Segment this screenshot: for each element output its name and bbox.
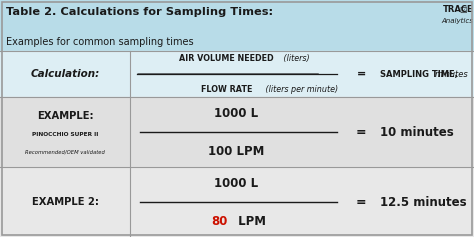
Text: SAMPLING TIME,: SAMPLING TIME, [380, 70, 461, 78]
Text: AIR VOLUME NEEDED: AIR VOLUME NEEDED [179, 54, 273, 63]
Text: Table 2. Calculations for Sampling Times:: Table 2. Calculations for Sampling Times… [6, 7, 273, 18]
Text: PINOCCHIO SUPER II: PINOCCHIO SUPER II [32, 132, 99, 137]
Text: 80: 80 [211, 214, 228, 228]
Text: Examples for common sampling times: Examples for common sampling times [6, 36, 193, 47]
Text: 1000 L: 1000 L [214, 177, 258, 190]
Text: EXAMPLE 2:: EXAMPLE 2: [32, 197, 99, 207]
Text: =: = [356, 126, 366, 139]
Text: (liters): (liters) [281, 54, 310, 63]
Bar [0, 97, 474, 167]
Text: Calculation:: Calculation: [30, 69, 100, 79]
Text: LPM: LPM [234, 214, 266, 228]
Text: FLOW RATE: FLOW RATE [201, 85, 252, 94]
Bar [0, 167, 474, 237]
Text: =: = [356, 196, 366, 209]
Bar [0, 51, 474, 97]
Text: (liters per minute): (liters per minute) [263, 85, 338, 94]
Text: Analytics: Analytics [441, 18, 473, 24]
Text: =: = [356, 69, 366, 79]
Text: 10 minutes: 10 minutes [380, 126, 454, 139]
Text: 12.5 minutes: 12.5 minutes [380, 196, 467, 209]
Text: TRACE: TRACE [442, 5, 473, 14]
Bar [0, 0, 474, 51]
Text: Recommended/OEM validated: Recommended/OEM validated [25, 150, 105, 155]
Text: minutes: minutes [435, 70, 468, 78]
Text: 100 LPM: 100 LPM [208, 145, 264, 158]
Text: 1000 L: 1000 L [214, 107, 258, 120]
Text: EXAMPLE:: EXAMPLE: [37, 110, 93, 121]
Text: ☑: ☑ [459, 6, 467, 15]
